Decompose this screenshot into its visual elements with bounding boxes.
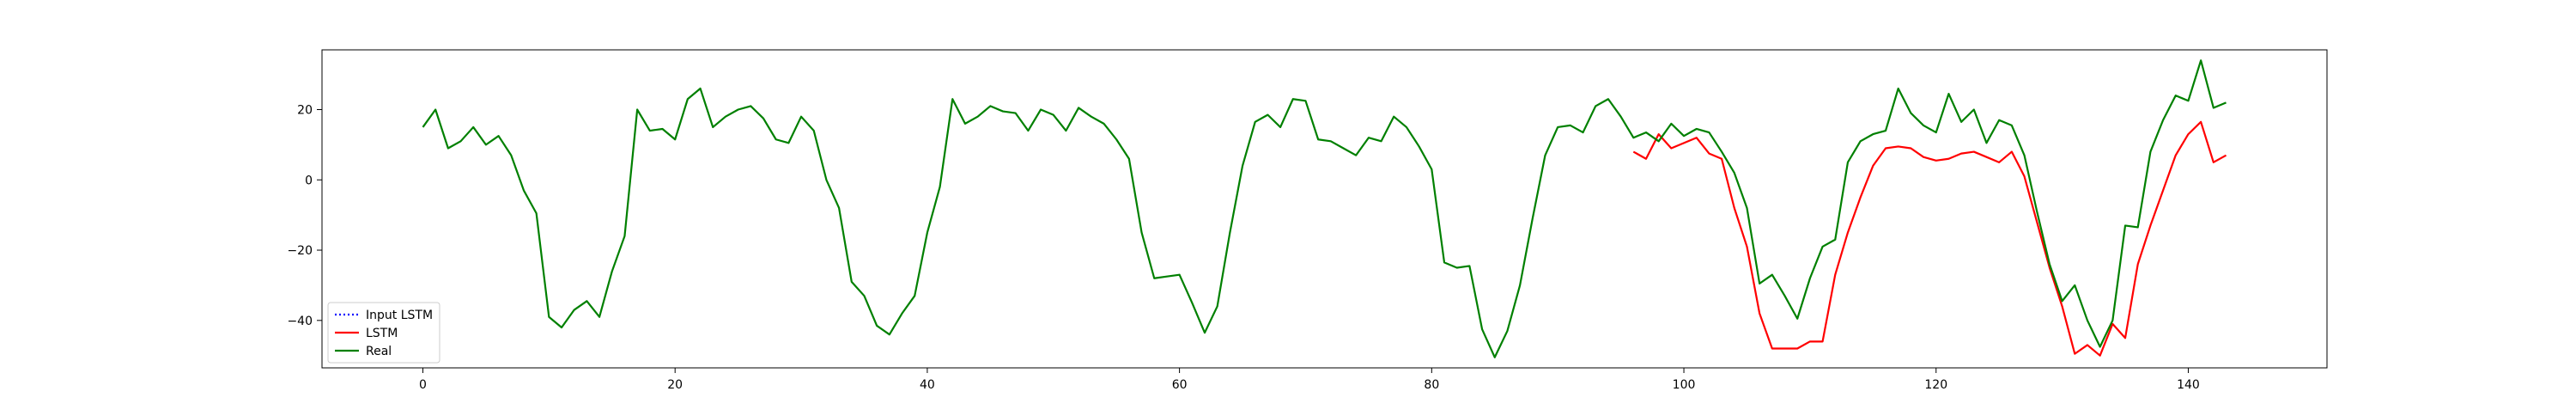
legend-label-input-lstm: Input LSTM	[366, 309, 433, 322]
x-tick-label: 0	[419, 378, 427, 392]
legend-box	[327, 302, 440, 364]
x-tick-label: 40	[920, 378, 935, 392]
x-tick-label: 100	[1673, 378, 1696, 392]
y-tick-label: −20	[287, 244, 313, 258]
x-tick-label: 20	[667, 378, 683, 392]
x-tick-label: 60	[1172, 378, 1188, 392]
series-layer	[422, 59, 2227, 358]
y-tick-label: 20	[297, 104, 313, 118]
series-line-real	[422, 59, 2227, 358]
x-tick-label: 120	[1924, 378, 1947, 392]
legend: Input LSTM LSTM Real	[327, 302, 440, 364]
x-axis: 0 20 40 60 80 100 120 140	[419, 368, 2200, 392]
y-tick-label: −40	[287, 315, 313, 328]
y-tick-label: 0	[305, 174, 313, 187]
x-tick-label: 140	[2177, 378, 2200, 392]
x-tick-label: 80	[1424, 378, 1439, 392]
series-line-lstm	[1632, 120, 2227, 357]
legend-label-lstm: LSTM	[366, 327, 398, 340]
legend-label-real: Real	[366, 345, 392, 358]
axes-frame	[321, 49, 2328, 369]
y-axis: −40 −20 0 20	[287, 104, 322, 328]
